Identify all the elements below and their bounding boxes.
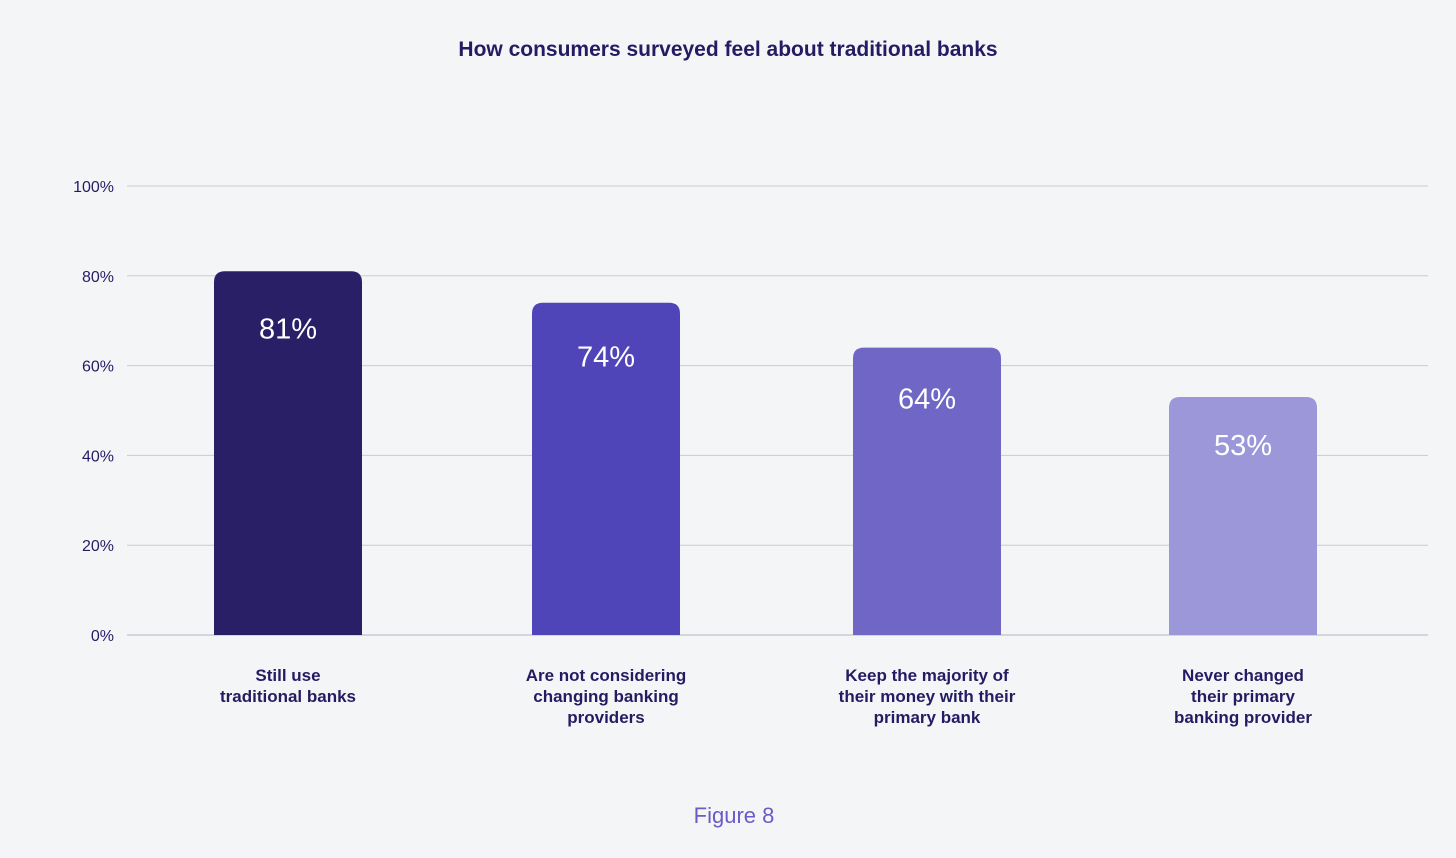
category-label-line: providers — [567, 708, 644, 727]
category-label: Never changed their primary banking provid… — [1174, 666, 1312, 727]
category-labels: Still use traditional banks Are not consid… — [220, 666, 1312, 727]
y-tick-label: 80% — [82, 269, 114, 286]
category-label-line: Still use — [255, 666, 320, 685]
figure-caption: Figure 8 — [693, 803, 775, 828]
y-tick-label: 0% — [91, 628, 114, 645]
category-label: Are not considering changing banking provi… — [526, 666, 687, 727]
bars — [214, 271, 1317, 635]
chart-title: How consumers surveyed feel about tradit… — [458, 38, 998, 61]
bar — [214, 271, 362, 635]
bar-value-label: 53% — [1214, 430, 1272, 462]
category-label-line: Keep the majority of — [845, 666, 1009, 685]
category-label-line: their primary — [1191, 687, 1295, 706]
category-label: Still use traditional banks — [220, 666, 356, 706]
y-axis-ticks: 0% 20% 40% 60% 80% 100% — [73, 179, 114, 645]
category-label-line: changing banking — [533, 687, 678, 706]
category-label-line: primary bank — [874, 708, 981, 727]
category-label-line: traditional banks — [220, 687, 356, 706]
category-label-line: Are not considering — [526, 666, 687, 685]
y-tick-label: 60% — [82, 359, 114, 376]
bar-value-label: 64% — [898, 384, 956, 416]
bar — [853, 347, 1001, 635]
bar-value-label: 74% — [577, 342, 635, 374]
category-label-line: banking provider — [1174, 708, 1312, 727]
y-tick-label: 100% — [73, 179, 114, 196]
bar-value-labels: 81% 74% 64% 53% — [259, 313, 1272, 462]
category-label-line: their money with their — [839, 687, 1016, 706]
category-label-line: Never changed — [1182, 666, 1304, 685]
bar — [1169, 397, 1317, 635]
category-label: Keep the majority of their money with the… — [839, 666, 1016, 727]
y-tick-label: 40% — [82, 448, 114, 465]
bar-value-label: 81% — [259, 313, 317, 345]
y-tick-label: 20% — [82, 538, 114, 555]
bar — [532, 302, 680, 635]
